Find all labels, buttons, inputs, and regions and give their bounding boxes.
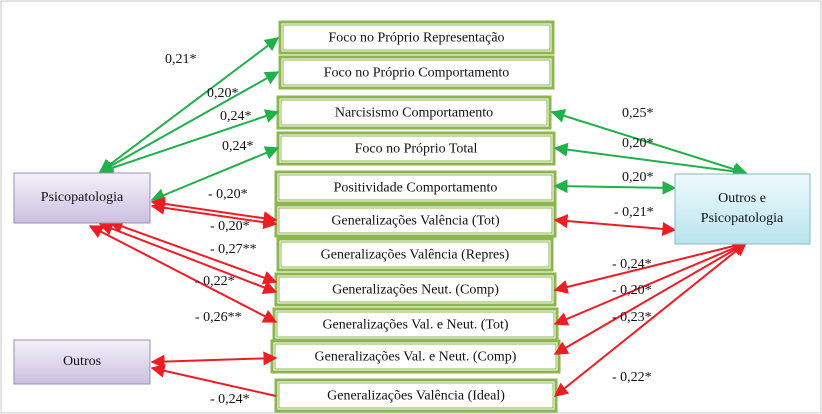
edge-label: 0,24* <box>222 139 254 154</box>
edge-label: 0,21* <box>165 52 197 67</box>
node-label: Foco no Próprio Total <box>355 142 478 157</box>
node-label: Outros <box>63 354 101 369</box>
node-inner <box>278 174 553 201</box>
node-inner <box>280 241 550 268</box>
node-inner <box>282 24 551 51</box>
edge-label: - 0,21* <box>614 205 654 220</box>
node-label: Narcisismo Comportamento <box>335 106 493 121</box>
edge-label: - 0,20* <box>208 187 248 202</box>
edge-label: - 0,24* <box>612 257 652 272</box>
node-label: Generalizações Val. e Neut. (Tot) <box>322 318 508 333</box>
node-label: Psicopatologia <box>701 211 784 226</box>
edge-label: - 0,20* <box>612 283 652 298</box>
node-inner <box>278 276 553 303</box>
edge-label: - 0,23* <box>612 310 652 325</box>
node-box <box>13 339 151 385</box>
node-box <box>674 173 811 245</box>
edge-label: - 0,26** <box>195 310 242 325</box>
node-label: Generalizações Valência (Repres) <box>321 248 510 263</box>
node-inner <box>278 207 553 234</box>
edge-label: 0,20* <box>622 170 654 185</box>
edge-label: 0,20* <box>622 136 654 151</box>
node-label: Positividade Comportamento <box>334 181 498 196</box>
node-inner <box>280 135 552 162</box>
edge-label: - 0,22* <box>195 274 235 289</box>
node-label: Generalizações Neut. (Comp) <box>332 283 499 298</box>
node-label: Foco no Próprio Representação <box>328 31 504 46</box>
node-label: Psicopatologia <box>41 190 124 205</box>
node-label: Generalizações Val. e Neut. (Comp) <box>315 350 517 365</box>
node-label: Outros e <box>718 191 766 206</box>
node-label: Generalizações Valência (Tot) <box>331 214 500 229</box>
node-label: Foco no Próprio Comportamento <box>324 66 510 81</box>
node-inner <box>280 99 548 126</box>
node-inner <box>274 343 557 370</box>
edge-label: 0,20* <box>207 86 239 101</box>
node-label: Generalizações Valência (Ideal) <box>327 389 505 404</box>
edge-label: - 0,22* <box>612 370 652 385</box>
edge-label: - 0,20* <box>210 219 250 234</box>
node-inner <box>276 311 555 338</box>
edge-label: - 0,27** <box>210 242 257 257</box>
edge-label: - 0,24* <box>210 392 250 407</box>
node-inner <box>282 59 551 86</box>
edge-label: 0,24* <box>220 109 252 124</box>
arrows <box>88 37 748 397</box>
node-inner <box>278 382 554 409</box>
node-box <box>13 172 151 224</box>
edge-label: 0,25* <box>622 106 654 121</box>
